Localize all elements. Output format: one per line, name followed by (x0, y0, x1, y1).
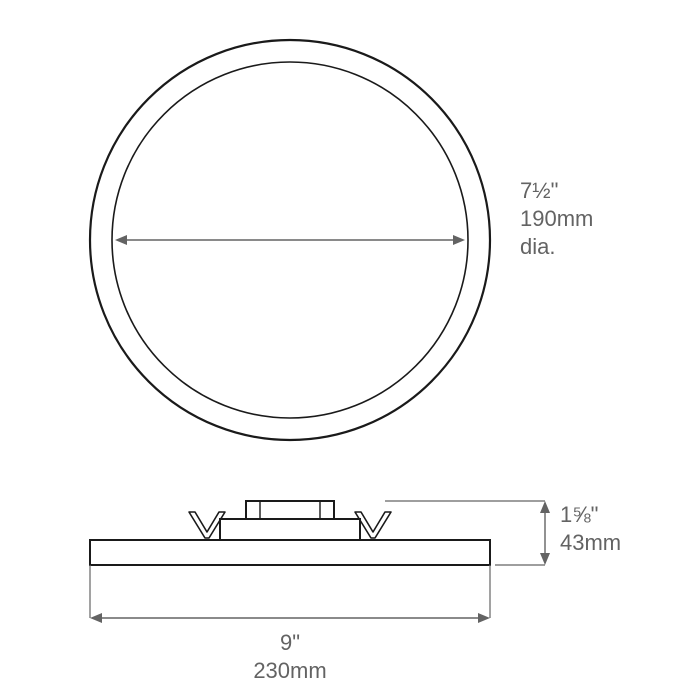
profile-cap (246, 501, 334, 519)
inner-dia-suffix: dia. (520, 234, 555, 259)
height-imperial: 1⅝" (560, 502, 598, 527)
side-view (90, 501, 490, 565)
profile-base (90, 540, 490, 565)
inner-dia-imperial: 7½" (520, 178, 558, 203)
width-metric: 230mm (253, 658, 326, 683)
profile-housing (220, 519, 360, 540)
width-imperial: 9" (280, 630, 300, 655)
width-dimension: 9" 230mm (90, 565, 490, 683)
top-view: 7½" 190mm dia. (90, 40, 593, 440)
inner-dia-metric: 190mm (520, 206, 593, 231)
height-metric: 43mm (560, 530, 621, 555)
